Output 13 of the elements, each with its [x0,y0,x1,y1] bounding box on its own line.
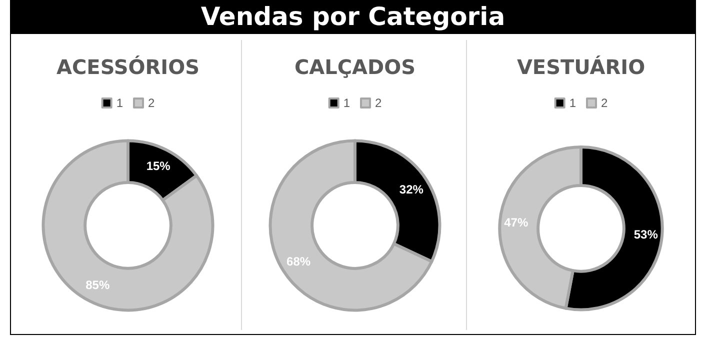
chart-title: VESTUÁRIO [516,55,646,79]
data-label: 15% [146,158,171,173]
legend-label: 2 [148,96,155,110]
legend-label: 2 [375,96,382,110]
legend-label: 2 [601,96,608,110]
text: Vendas por Categoria [10,0,696,34]
legend-label: 1 [116,96,124,110]
data-label: 53% [634,228,658,242]
chart-title: CALÇADOS [294,55,416,79]
legend-label: 1 [343,96,350,110]
chart-title: ACESSÓRIOS [56,55,200,79]
data-label: 32% [399,182,424,197]
legend-label: 1 [569,96,576,110]
